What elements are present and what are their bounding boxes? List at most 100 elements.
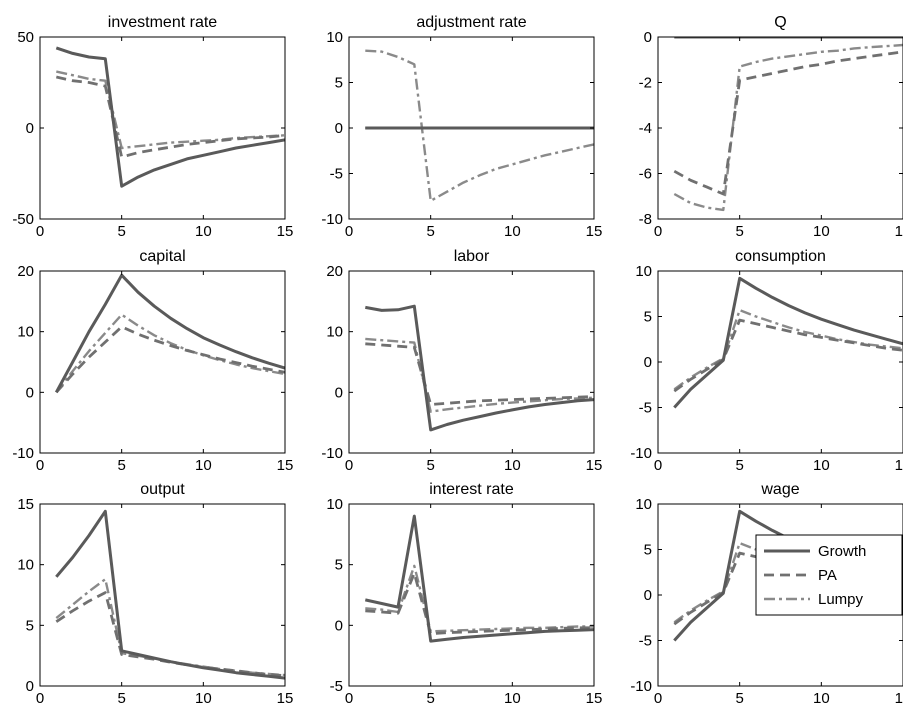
plot-area bbox=[55, 46, 285, 188]
plot-area bbox=[54, 273, 285, 394]
series-line-pa bbox=[55, 75, 285, 159]
axes-frame bbox=[348, 503, 595, 687]
panel-title: output bbox=[140, 481, 185, 498]
x-tick-label: 5 bbox=[735, 457, 743, 474]
panel-title: Q bbox=[774, 14, 786, 31]
y-tick-label: -10 bbox=[321, 445, 343, 462]
x-tick-label: 0 bbox=[36, 690, 44, 707]
panel-title: wage bbox=[760, 481, 799, 498]
y-tick-label: -6 bbox=[639, 166, 652, 183]
y-tick-label: 0 bbox=[644, 354, 652, 371]
series-line-lumpy bbox=[673, 43, 903, 212]
series-line-lumpy bbox=[55, 313, 285, 394]
x-tick-label: 10 bbox=[195, 223, 212, 240]
x-tick-label: 15 bbox=[895, 690, 903, 707]
x-tick-label: 10 bbox=[504, 690, 521, 707]
axes-frame bbox=[348, 270, 595, 454]
panel-title: adjustment rate bbox=[416, 14, 526, 31]
y-tick-label: 5 bbox=[26, 617, 34, 634]
series-line-pa bbox=[365, 571, 594, 636]
x-tick-label: 0 bbox=[654, 223, 662, 240]
series-line-lumpy bbox=[365, 49, 594, 203]
panel-consumption: consumption 0 5 10 15 -10 -5 0 5 10 bbox=[630, 248, 903, 474]
y-tick-label: 5 bbox=[644, 309, 652, 326]
x-tick-label: 5 bbox=[426, 457, 434, 474]
y-tick-label: -5 bbox=[639, 633, 652, 650]
x-tick-label: 0 bbox=[36, 457, 44, 474]
series-line-pa bbox=[673, 50, 903, 196]
legend-label-lumpy: Lumpy bbox=[818, 591, 864, 608]
y-tick-label: 0 bbox=[335, 617, 343, 634]
x-tick-label: 5 bbox=[426, 690, 434, 707]
y-tick-label: 0 bbox=[644, 29, 652, 46]
panel-title: investment rate bbox=[108, 14, 217, 31]
y-tick-label: -10 bbox=[630, 445, 652, 462]
x-tick-label: 10 bbox=[813, 690, 830, 707]
panel-output: output 0 5 10 15 0 5 10 15 bbox=[17, 481, 293, 707]
panel-title: labor bbox=[454, 248, 490, 265]
y-tick-label: -10 bbox=[12, 445, 34, 462]
x-tick-label: 10 bbox=[195, 457, 212, 474]
series-line-pa bbox=[673, 318, 903, 393]
panel-title: capital bbox=[139, 248, 185, 265]
y-tick-label: 10 bbox=[17, 557, 34, 574]
y-tick-label: 10 bbox=[17, 324, 34, 341]
series-line-pa bbox=[55, 325, 285, 394]
x-tick-label: 5 bbox=[426, 223, 434, 240]
y-tick-label: -8 bbox=[639, 211, 652, 228]
x-tick-label: 15 bbox=[586, 457, 603, 474]
y-tick-label: 15 bbox=[17, 496, 34, 513]
y-tick-label: -5 bbox=[330, 166, 343, 183]
x-tick-label: 10 bbox=[195, 690, 212, 707]
y-tick-label: 0 bbox=[26, 384, 34, 401]
series-line-growth bbox=[54, 273, 285, 394]
series-line-pa bbox=[365, 342, 594, 406]
x-tick-label: 5 bbox=[117, 457, 125, 474]
y-tick-label: 0 bbox=[335, 120, 343, 137]
x-tick-label: 5 bbox=[117, 690, 125, 707]
axes-frame bbox=[39, 36, 286, 220]
series-line-lumpy bbox=[365, 337, 594, 413]
y-tick-label: -5 bbox=[639, 400, 652, 417]
y-tick-label: 0 bbox=[26, 678, 34, 695]
series-line-growth bbox=[365, 304, 594, 432]
axes-frame bbox=[657, 36, 903, 220]
series-line-pa bbox=[55, 591, 285, 678]
series-line-lumpy bbox=[673, 308, 903, 391]
axes-frame bbox=[39, 270, 286, 454]
x-tick-label: 0 bbox=[345, 457, 353, 474]
x-tick-label: 15 bbox=[277, 223, 294, 240]
y-tick-label: -5 bbox=[330, 678, 343, 695]
y-tick-label: 20 bbox=[326, 263, 343, 280]
plot-area bbox=[365, 304, 594, 432]
y-tick-label: 0 bbox=[26, 120, 34, 137]
series-line-growth bbox=[55, 46, 285, 188]
x-tick-label: 15 bbox=[277, 690, 294, 707]
plot-area bbox=[55, 509, 285, 680]
y-tick-label: -50 bbox=[12, 211, 34, 228]
series-line-growth bbox=[364, 514, 594, 643]
y-tick-label: 20 bbox=[17, 263, 34, 280]
x-tick-label: 10 bbox=[504, 457, 521, 474]
panel-q: Q 0 5 10 15 -8 -6 -4 -2 0 bbox=[639, 14, 903, 240]
legend-label-pa: PA bbox=[818, 567, 837, 584]
series-line-growth bbox=[673, 276, 903, 409]
x-tick-label: 5 bbox=[735, 690, 743, 707]
x-tick-label: 5 bbox=[735, 223, 743, 240]
axes-frame bbox=[657, 270, 903, 454]
y-tick-label: 5 bbox=[644, 542, 652, 559]
axes-frame bbox=[39, 503, 286, 687]
y-tick-label: 10 bbox=[635, 263, 652, 280]
y-tick-label: 5 bbox=[335, 75, 343, 92]
x-tick-label: 15 bbox=[586, 690, 603, 707]
x-tick-label: 10 bbox=[813, 457, 830, 474]
x-tick-label: 15 bbox=[895, 223, 903, 240]
y-tick-label: -4 bbox=[639, 120, 652, 137]
y-tick-label: 10 bbox=[326, 496, 343, 513]
plot-area bbox=[673, 37, 903, 212]
series-line-growth bbox=[55, 509, 285, 680]
